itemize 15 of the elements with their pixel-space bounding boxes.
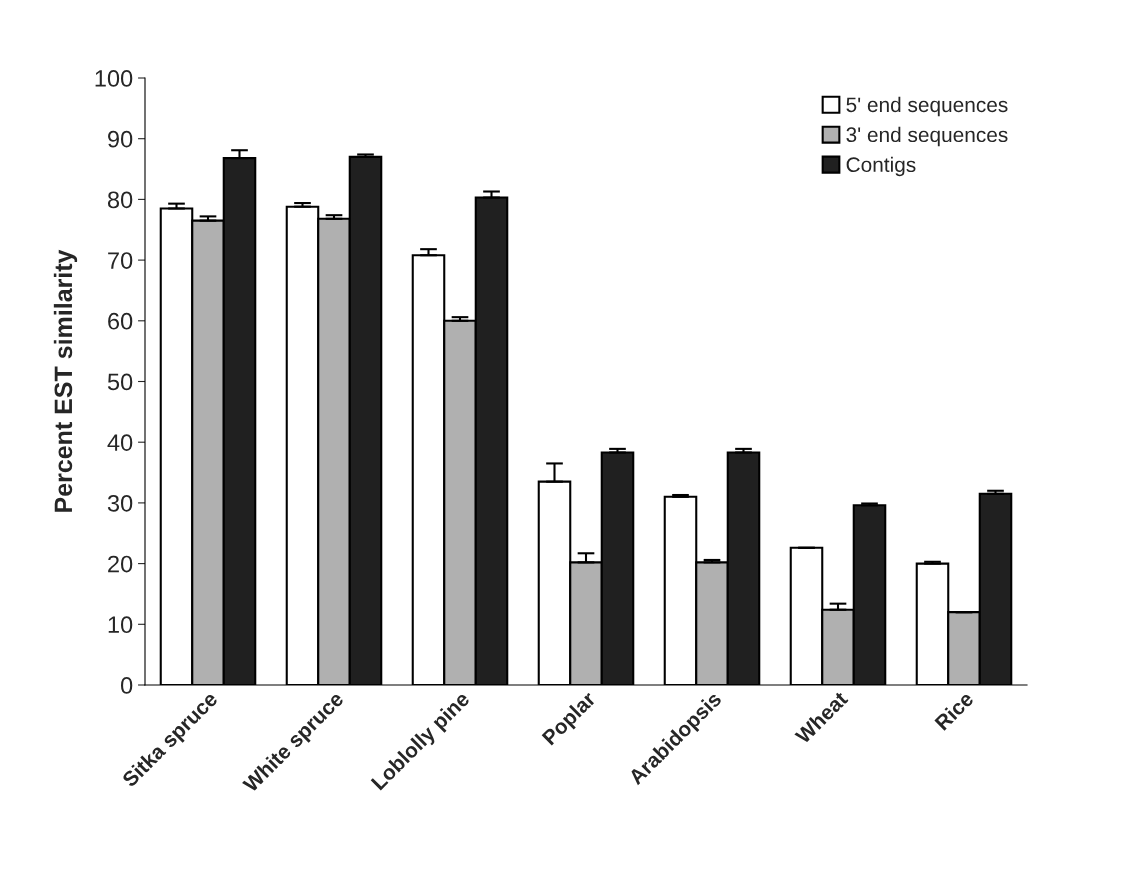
y-tick-label: 100 <box>95 70 133 87</box>
y-tick-label: 0 <box>120 677 133 694</box>
legend-label: Contigs <box>846 156 916 177</box>
y-tick-label: 30 <box>107 494 133 512</box>
y-tick-label: 70 <box>108 252 133 269</box>
legend-label: 5' end sequences <box>846 96 1008 117</box>
y-tick-label: 60 <box>108 312 133 330</box>
legend-label: 3' end sequences <box>846 126 1008 147</box>
y-tick-label: 40 <box>107 434 133 451</box>
y-tick-label: 90 <box>108 130 133 148</box>
y-axis-title: Percent EST similarity <box>53 249 78 512</box>
y-tick-label: 20 <box>108 555 133 573</box>
y-tick-label: 80 <box>107 191 133 209</box>
y-tick-label: 10 <box>108 616 133 634</box>
y-tick-label: 50 <box>107 373 133 391</box>
